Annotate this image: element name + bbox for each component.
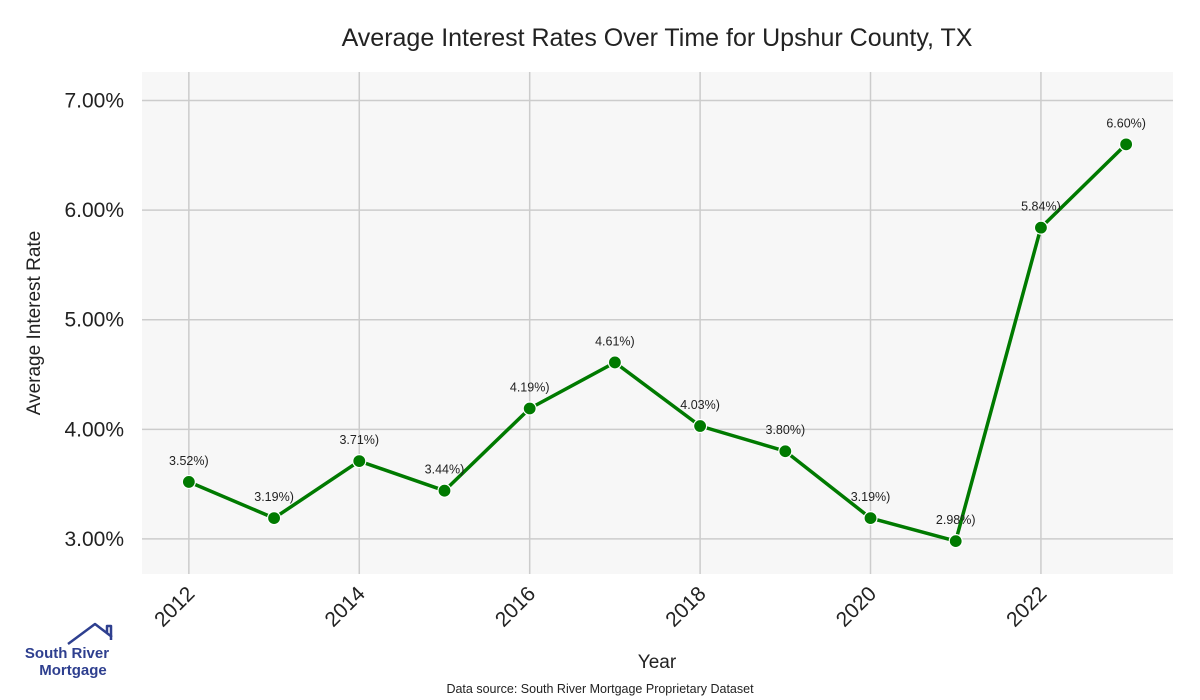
x-gridlines xyxy=(188,72,1042,574)
y-tick-label: 3.00% xyxy=(64,528,124,551)
data-label: 3.52%) xyxy=(169,454,209,468)
logo-line-1: South River xyxy=(25,645,109,662)
logo-line-2: Mortgage xyxy=(39,662,107,679)
y-tick-label: 7.00% xyxy=(64,89,124,112)
data-point xyxy=(522,401,537,416)
y-tick-label: 6.00% xyxy=(64,199,124,222)
x-tick-label: 2018 xyxy=(661,582,710,631)
data-label: 4.61%) xyxy=(595,334,635,348)
chart-title: Average Interest Rates Over Time for Ups… xyxy=(342,24,973,52)
data-label: 6.60%) xyxy=(1106,116,1146,130)
data-point xyxy=(437,483,452,498)
company-logo: South River Mortgage xyxy=(25,622,113,679)
x-tick-label: 2012 xyxy=(150,582,199,631)
data-point xyxy=(948,534,963,549)
data-source-note: Data source: South River Mortgage Propri… xyxy=(446,682,754,696)
data-label: 3.80%) xyxy=(766,423,806,437)
data-label: 4.19%) xyxy=(510,380,550,394)
x-axis-label: Year xyxy=(638,652,677,673)
data-point xyxy=(1033,220,1049,235)
y-tick-label: 5.00% xyxy=(64,309,124,332)
data-label: 3.71%) xyxy=(339,433,379,447)
series-line xyxy=(188,143,1128,543)
data-label: 5.84%) xyxy=(1021,200,1061,214)
x-tick-label: 2014 xyxy=(321,582,371,632)
y-gridlines xyxy=(142,99,1173,540)
plot-area xyxy=(142,72,1173,574)
data-point xyxy=(266,511,282,526)
data-points xyxy=(181,137,1134,549)
data-label: 4.03%) xyxy=(680,398,720,412)
data-point xyxy=(693,418,708,434)
x-tick-label: 2016 xyxy=(491,582,540,631)
x-tick-labels: 2012 2014 2016 2018 2020 2022 xyxy=(150,582,1051,632)
x-tick-label: 2020 xyxy=(832,582,881,631)
data-point xyxy=(181,474,196,490)
data-point xyxy=(352,454,367,469)
data-label: 3.44%) xyxy=(425,463,465,477)
x-tick-label: 2022 xyxy=(1002,582,1051,631)
data-point xyxy=(778,444,793,459)
data-point xyxy=(607,355,622,370)
data-point xyxy=(863,511,878,526)
data-label: 3.19%) xyxy=(254,490,294,504)
house-roof-icon xyxy=(67,622,113,646)
y-tick-labels: 3.00% 4.00% 5.00% 6.00% 7.00% xyxy=(64,89,124,550)
y-axis-label: Average Interest Rate xyxy=(24,231,45,415)
data-label: 2.98%) xyxy=(936,513,976,527)
data-labels: 3.52%) 3.19%) 3.71%) 3.44%) 4.19%) 4.61%) 4.03… xyxy=(169,116,1146,527)
data-label: 3.19%) xyxy=(851,490,891,504)
data-point xyxy=(1119,137,1134,152)
y-tick-label: 4.00% xyxy=(64,418,124,441)
